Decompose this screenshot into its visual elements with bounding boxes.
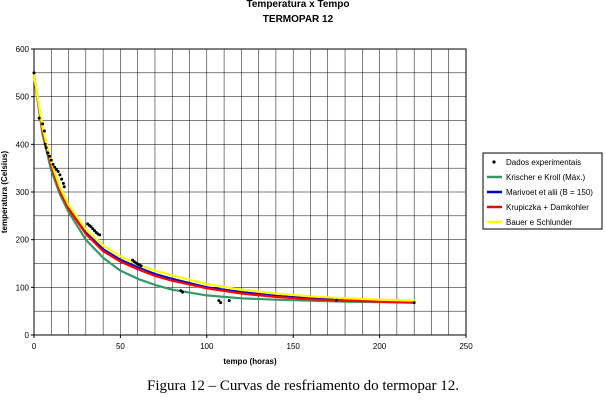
data-point xyxy=(412,301,416,305)
x-tick-label: 0 xyxy=(32,342,37,351)
legend-label: Marivoet et alii (B = 150) xyxy=(506,188,593,197)
x-tick-label: 50 xyxy=(116,342,125,351)
chart-title: Temperatura x Tempo xyxy=(247,0,350,10)
legend-marker xyxy=(492,160,496,164)
data-point xyxy=(98,233,102,237)
x-axis-label: tempo (horas) xyxy=(223,357,277,366)
data-point xyxy=(62,185,66,189)
figure-caption: Figura 12 – Curvas de resfriamento do te… xyxy=(146,378,459,394)
data-point xyxy=(61,181,65,185)
series-line xyxy=(32,74,416,302)
data-point xyxy=(89,225,93,229)
data-point xyxy=(46,151,50,155)
data-point xyxy=(334,298,338,302)
legend-label: Krupiczka + Damkohler xyxy=(506,203,589,212)
data-point xyxy=(37,116,41,120)
data-point xyxy=(181,290,185,294)
data-point xyxy=(42,129,46,133)
legend-label: Bauer e Schlunder xyxy=(506,218,573,227)
x-tick-label: 150 xyxy=(287,342,301,351)
y-tick-label: 300 xyxy=(16,188,30,197)
data-point xyxy=(44,146,48,150)
data-point xyxy=(58,173,62,177)
y-axis-label: temperatura (Celsius) xyxy=(0,151,9,234)
data-point xyxy=(92,229,96,233)
y-tick-label: 100 xyxy=(16,283,30,292)
legend-label: Krischer e Kroll (Máx.) xyxy=(506,173,585,182)
chart-subtitle: TERMOPAR 12 xyxy=(263,14,334,25)
x-tick-label: 250 xyxy=(459,342,473,351)
data-point xyxy=(53,165,57,169)
data-point xyxy=(91,227,95,231)
axis-ticks: 0 50 100 150 200 250 0 100 200 300 400 500 600 xyxy=(16,45,474,351)
data-point xyxy=(60,177,64,181)
data-point xyxy=(56,170,60,174)
data-point xyxy=(139,264,143,268)
legend-box xyxy=(482,152,603,230)
legend-label: Dados experimentais xyxy=(506,158,581,167)
series-line xyxy=(32,74,416,304)
x-tick-label: 200 xyxy=(373,342,387,351)
data-point xyxy=(217,299,221,303)
y-tick-label: 500 xyxy=(16,93,30,102)
y-tick-label: 0 xyxy=(25,331,30,340)
series-group xyxy=(32,71,416,305)
data-point xyxy=(227,299,231,303)
data-point xyxy=(49,158,53,162)
y-tick-label: 200 xyxy=(16,236,30,245)
data-point xyxy=(43,142,47,146)
y-tick-label: 400 xyxy=(16,140,30,149)
data-point xyxy=(32,71,36,75)
data-point xyxy=(41,122,45,126)
data-point xyxy=(48,154,52,158)
x-tick-label: 100 xyxy=(200,342,214,351)
legend: Dados experimentais Krischer e Kroll (Máx… xyxy=(482,152,603,230)
data-point xyxy=(51,162,55,166)
y-tick-label: 600 xyxy=(16,45,30,54)
data-point xyxy=(219,301,223,305)
series-line xyxy=(32,74,416,304)
data-point xyxy=(54,168,58,172)
